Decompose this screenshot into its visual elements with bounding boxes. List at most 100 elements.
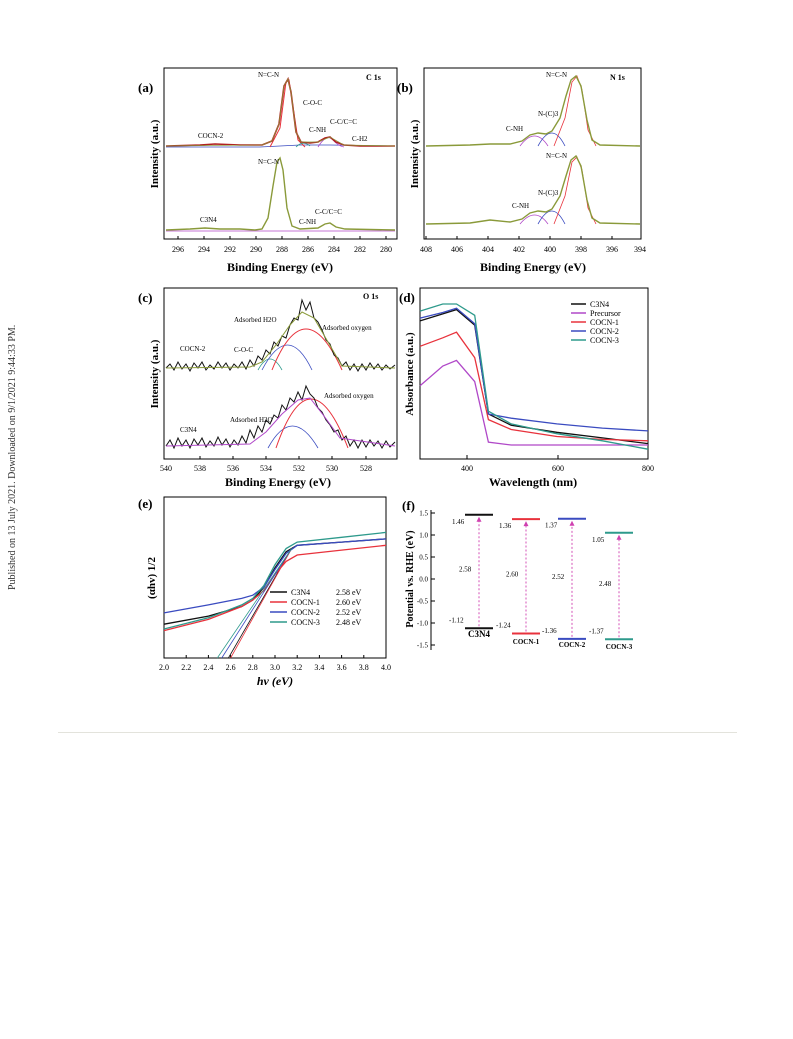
panel-f-ytick: 1.0 [419, 532, 428, 540]
panel-d-xtick: 600 [552, 464, 564, 473]
panel-b-xtick: 408 [420, 245, 432, 254]
panel-b-tag: N 1s [610, 73, 625, 82]
panel-d-series-line [419, 331, 649, 442]
panel-c-xtick: 530 [326, 464, 338, 473]
panel-f-ytick: -1.5 [417, 642, 429, 650]
panel-f-vb-value: 1.37 [545, 522, 558, 530]
panel-f-cb-value: -1.24 [496, 622, 511, 630]
panel-a-peak-label: C-O-C [303, 99, 322, 107]
panel-c-xtick: 536 [227, 464, 239, 473]
panel-a-peak-label: C-NH [299, 218, 316, 226]
panel-d: (d) Absorbance (a.u.) Wavelength (nm) 40… [399, 287, 654, 489]
panel-e: (e) (αhv) 1/2 hv (eV) 2.0 2.2 2.4 2.6 2.8 3.0… [138, 496, 391, 688]
panel-f-gap-value: 2.60 [506, 570, 519, 578]
panel-b-xtick: 400 [544, 245, 556, 254]
panel-a-xlabel: Binding Energy (eV) [227, 260, 333, 274]
panel-a-annotations: COCN-2 N=C-N C-O-C C-NH C-C/C=C C-H2 C3N… [198, 71, 368, 226]
panel-f-ytick: 0.0 [419, 576, 428, 584]
panel-c-peak-label: Adsorbed oxygen [324, 392, 374, 400]
panel-a-tag: C 1s [366, 73, 381, 82]
panel-c-peak-label: Adsorbed H2O [230, 416, 273, 424]
panel-f-category-label: C3N4 [468, 629, 490, 639]
panel-a-label: (a) [138, 80, 153, 95]
panel-f-gap-value: 2.58 [459, 566, 472, 574]
panel-b-bottom-comp-cnh [519, 214, 549, 225]
panel-f-arrowhead [476, 516, 482, 522]
panel-e-xtick: 3.0 [270, 663, 280, 672]
panel-c-xtick: 534 [260, 464, 272, 473]
panel-e-legend: C3N4 2.58 eV COCN-1 2.60 eV COCN-2 2.52 eV COC… [270, 588, 362, 627]
panel-e-xtick: 4.0 [381, 663, 391, 672]
panel-f-ytick: 0.5 [419, 554, 428, 562]
panel-b-top-comp-nc3 [537, 132, 566, 147]
panel-f-category-label: COCN-3 [606, 643, 633, 651]
panel-f-ytick: -1.0 [417, 620, 429, 628]
panel-e-legend-value: 2.52 eV [336, 608, 362, 617]
panel-b-top-comp-cnh [519, 135, 549, 147]
panel-f-vb-value: 1.36 [499, 522, 512, 530]
panel-c-bottom-spectrum [165, 384, 396, 450]
panel-c-top-comp-h2o [261, 344, 313, 371]
panel-e-xtick: 3.6 [337, 663, 347, 672]
panel-a-xtick: 292 [224, 245, 236, 254]
panel-d-xtick: 400 [461, 464, 473, 473]
panel-a-ylabel: Intensity (a.u.) [149, 119, 161, 188]
panel-b-bottom-comp-ncn [553, 156, 597, 225]
panel-d-legend-label: COCN-3 [590, 336, 619, 345]
panel-c-top-envelope [165, 311, 396, 369]
panel-b-peak-label: C-NH [506, 125, 523, 133]
panel-b-bottom-spectrum [425, 154, 641, 225]
panel-f-arrowhead [569, 520, 575, 526]
panel-c-xtick: 528 [360, 464, 372, 473]
panel-c-xtick: 538 [194, 464, 206, 473]
panel-a-xtick: 286 [302, 245, 314, 254]
panel-e-xticks: 2.0 2.2 2.4 2.6 2.8 3.0 3.2 3.4 3.6 3.8 4.0 [159, 655, 391, 672]
panel-b-bottom-comp-nc3 [537, 210, 566, 225]
panel-a-peak-label: C-NH [309, 126, 326, 134]
panel-a-top-envelope [165, 78, 396, 147]
panel-e-tangent-line [230, 548, 292, 659]
panel-b-peak-label: N-(C)3 [538, 110, 559, 118]
panel-e-legend-label: C3N4 [291, 588, 310, 597]
panel-c-tag: O 1s [363, 292, 378, 301]
panel-a-tickmarks [177, 236, 387, 239]
panel-c-peak-label: Adsorbed oxygen [322, 324, 372, 332]
panel-d-tickmarks [466, 455, 559, 459]
panel-a-peak-label: N=C-N [258, 158, 279, 166]
panel-b-xtick: 394 [634, 245, 646, 254]
panel-a-top-sample-label: COCN-2 [198, 132, 224, 140]
panel-a-peak-label: N=C-N [258, 71, 279, 79]
panel-c-bottom-sample-label: C3N4 [180, 426, 197, 434]
panel-d-xlabel: Wavelength (nm) [489, 475, 577, 489]
panel-b-xtick: 404 [482, 245, 494, 254]
panel-c-peak-label: C-O-C [234, 346, 253, 354]
panel-f-arrowhead [616, 534, 622, 540]
panel-a-bottom-spectrum [165, 156, 396, 231]
panel-a-xtick: 294 [198, 245, 210, 254]
panel-e-ylabel: (αhv) 1/2 [146, 557, 158, 599]
panel-a-bottom-sample-label: C3N4 [200, 216, 217, 224]
panel-f-cb-value: -1.37 [589, 627, 604, 635]
panel-e-xlabel: hv (eV) [257, 674, 293, 688]
panel-e-series-lines [163, 531, 387, 659]
download-side-note: Published on 13 July 2021. Downloaded on… [7, 325, 18, 590]
panel-c-annotations: COCN-2 Adsorbed H2O Adsorbed oxygen C-O-… [180, 316, 374, 434]
panel-d-ylabel: Absorbance (a.u.) [404, 332, 416, 416]
panel-d-frame [419, 287, 649, 460]
panel-f-arrowhead [523, 521, 529, 527]
panel-a-xtick: 296 [172, 245, 184, 254]
panel-c: (c) O 1s Intensity (a.u.) Binding Energy… [138, 287, 398, 489]
panel-c-top-spectrum [165, 298, 396, 373]
panel-b-xtick: 406 [451, 245, 463, 254]
panel-a-top-background [166, 144, 396, 148]
panel-b-xtick: 402 [513, 245, 525, 254]
panel-a-xtick: 282 [354, 245, 366, 254]
panel-c-xtick: 532 [293, 464, 305, 473]
panel-d-series-line [419, 307, 649, 432]
panel-f-ytick: -0.5 [417, 598, 429, 606]
panel-e-xtick: 2.8 [248, 663, 258, 672]
panel-c-top-comp-coc [257, 358, 283, 371]
panel-f-gap-value: 2.48 [599, 580, 612, 588]
panel-b-tickmarks [425, 236, 613, 239]
